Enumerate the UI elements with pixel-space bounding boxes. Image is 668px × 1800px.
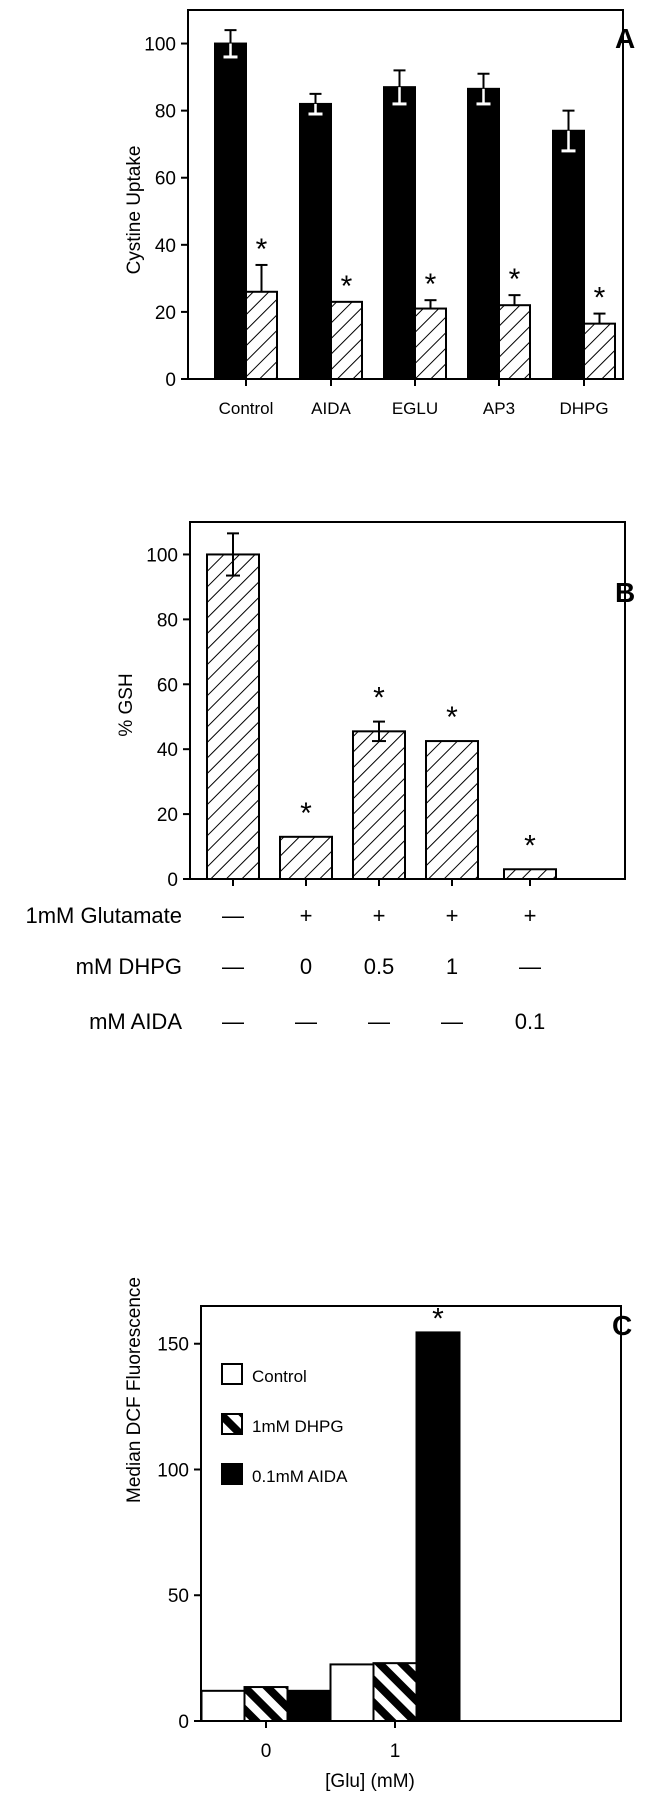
panel-b-condition-value: — [222,903,244,928]
panel-a-y-tick-label: 80 [155,102,176,123]
panel-b-condition-value: 0.5 [364,954,395,979]
panel-a-category-label: DHPG [559,399,608,418]
panel-b-y-axis-label: % GSH [116,673,137,736]
panel-a-y-tick-label: 60 [155,169,176,190]
panel-a-bar-hatched [583,322,616,380]
panel-b-condition-value: + [373,903,386,928]
panel-b-significance-star: * [446,701,458,734]
panel-c-category-label: 1 [390,1741,401,1762]
panel-c-bar-solid [286,1689,332,1723]
panel-b-significance-star: * [524,829,536,862]
panel-a-y-tick-label: 0 [165,370,176,391]
panel-b-condition-label: mM AIDA [89,1009,182,1034]
panel-a-category-label: AIDA [311,399,351,418]
panel-c-legend-swatch [221,1413,243,1435]
panel-a-bar-solid [383,86,416,381]
panel-b-condition-value: — [519,954,541,979]
panel-b-condition-value: + [524,903,537,928]
panel-b-condition-value: — [222,1009,244,1034]
panel-b-bar-hatched [352,730,406,881]
panel-a-significance-star: * [425,268,437,301]
panel-b-condition-value: — [222,954,244,979]
panel-b-bar-hatched [206,553,260,880]
panel-b-y-tick-label: 0 [167,870,178,891]
panel-c-significance-star: * [432,1302,444,1335]
panel-a-letter: A [615,23,635,54]
panel-b-y-tick-label: 80 [157,610,178,631]
panel-a-y-tick-label: 40 [155,236,176,257]
panel-b-condition-value: — [368,1009,390,1034]
panel-a-bar-hatched [330,300,363,381]
panel-c-y-tick-label: 100 [157,1460,189,1481]
panel-c-y-tick-label: 150 [157,1335,189,1356]
panel-b-bar-hatched [279,835,333,880]
panel-a-y-tick-label: 20 [155,303,176,324]
panel-a-category-label: EGLU [392,399,438,418]
panel-c-legend-label: 0.1mM AIDA [252,1467,348,1486]
panel-b-condition-value: 1 [446,954,458,979]
panel-a-significance-star: * [341,270,353,303]
panel-b-significance-star: * [373,682,385,715]
panel-c-legend-swatch [221,1463,243,1485]
panel-c-y-tick-label: 0 [178,1712,189,1733]
panel-b-condition-value: — [295,1009,317,1034]
panel-c-legend-label: Control [252,1367,307,1386]
panel-a-y-tick-label: 100 [144,35,176,56]
panel-b-plot-frame [189,521,626,880]
panel-b-condition-label: mM DHPG [76,954,182,979]
panel-a-significance-star: * [594,282,606,315]
panel-b-condition-value: — [441,1009,463,1034]
panel-a-chart: A Cystine Uptake 0 20 40 60 80 100 Control * AID… [124,9,635,418]
panel-c-bar-hatched [243,1686,289,1722]
panel-b-significance-star: * [300,797,312,830]
panel-b-y-tick-label: 20 [157,805,178,826]
panel-a-category-label: AP3 [483,399,515,418]
panel-c-legend-swatch [221,1363,243,1385]
panel-c-bar-solid [415,1331,461,1722]
panel-c-legend-label: 1mM DHPG [252,1417,344,1436]
panel-b-y-tick-label: 100 [146,545,178,566]
panel-a-bar-solid [299,102,332,380]
panel-c-bar-open [329,1663,375,1722]
panel-a-bar-solid [214,42,247,381]
panel-c-category-label: 0 [261,1741,272,1762]
panel-b-condition-value: 0 [300,954,312,979]
panel-c-bar-open [200,1689,246,1723]
panel-b-y-tick-label: 60 [157,675,178,696]
panel-a-bar-hatched [414,307,447,380]
panel-a-y-axis-label: Cystine Uptake [124,146,145,275]
panel-a-bar-solid [467,87,500,380]
panel-a-significance-star: * [256,233,268,266]
panel-c-bar-hatched [372,1662,418,1722]
panel-c-letter: C [612,1310,632,1341]
panel-c-chart: C Median DCF Fluorescence [Glu] (mM) 0 50… [124,1277,632,1792]
panel-b-bar-hatched [503,868,557,880]
panel-a-significance-star: * [509,263,521,296]
panel-a-category-label: Control [219,399,274,418]
panel-c-x-axis-label: [Glu] (mM) [325,1771,415,1792]
panel-b-condition-value: + [446,903,459,928]
panel-b-condition-value: 0.1 [515,1009,546,1034]
panel-b-condition-value: + [300,903,313,928]
panel-a-bar-hatched [245,290,278,381]
panel-b-condition-label: 1mM Glutamate [26,903,183,928]
panel-c-y-axis-label: Median DCF Fluorescence [124,1277,145,1503]
panel-b-y-tick-label: 40 [157,740,178,761]
panel-a-bar-solid [552,129,585,380]
panel-a-bar-hatched [498,304,531,381]
panel-b-bar-hatched [425,740,479,880]
panel-c-y-tick-label: 50 [168,1586,189,1607]
